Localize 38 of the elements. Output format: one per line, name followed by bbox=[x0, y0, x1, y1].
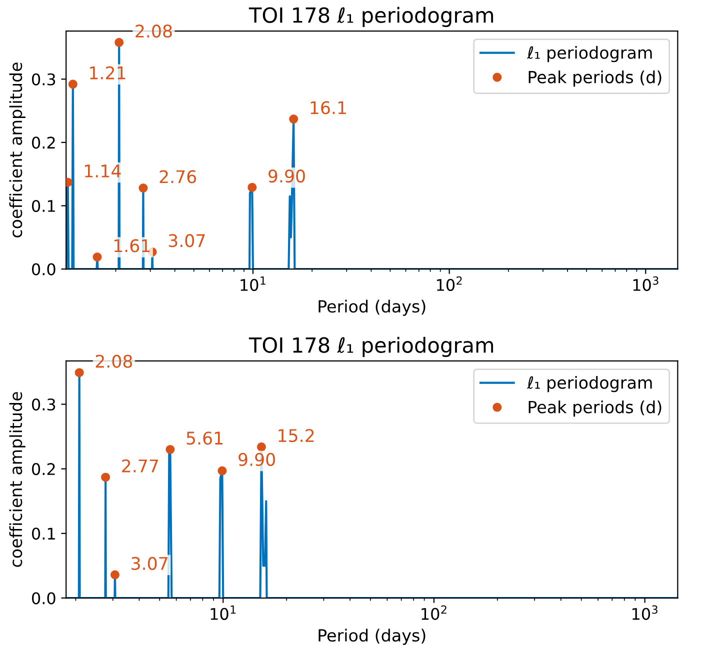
annotation: 15.2 bbox=[278, 428, 314, 442]
x-tick-label: 10$^{1}$ bbox=[210, 606, 236, 620]
y-axis-title: coefficient amplitude bbox=[9, 392, 26, 567]
x-tick-label: 10$^{2}$ bbox=[422, 605, 446, 620]
chart-title: TOI 178 ℓ₁ periodogram bbox=[248, 6, 494, 28]
annotation: 9.90 bbox=[238, 452, 275, 466]
y-tick-label: 0.0 bbox=[32, 263, 56, 276]
y-axis-title: coefficient amplitude bbox=[9, 62, 26, 238]
x-axis-title: Period (days) bbox=[318, 300, 426, 316]
x-tick-label: 10$^{2}$ bbox=[437, 276, 462, 291]
x-tick-label: 10$^{3}$ bbox=[632, 605, 658, 620]
y-tick-label: 0.1 bbox=[32, 528, 55, 540]
annotation: 1.14 bbox=[85, 164, 121, 178]
annotation: 1.21 bbox=[90, 66, 126, 80]
annotation: 3.07 bbox=[132, 556, 168, 570]
y-tick-label: 0.3 bbox=[32, 73, 56, 86]
annotation: 1.61 bbox=[114, 239, 150, 252]
y-tick-label: 0.2 bbox=[32, 463, 55, 476]
annotation: 5.61 bbox=[186, 432, 223, 445]
annotation: 3.07 bbox=[168, 234, 205, 248]
x-tick-label: 10$^{1}$ bbox=[240, 276, 266, 292]
y-tick-label: 0.3 bbox=[32, 398, 56, 411]
x-axis-title: Period (days) bbox=[318, 628, 426, 645]
annotation: 2.77 bbox=[122, 459, 158, 472]
annotation: 2.08 bbox=[96, 354, 132, 368]
x-tick-label: 10$^{3}$ bbox=[633, 276, 658, 291]
y-tick-label: 0.2 bbox=[32, 136, 55, 149]
y-tick-label: 0.0 bbox=[32, 592, 56, 604]
legend-label: Peak periods (d) bbox=[528, 400, 662, 417]
annotation: 9.90 bbox=[268, 169, 305, 183]
annotation: 2.08 bbox=[136, 24, 172, 38]
legend-label: Peak periods (d) bbox=[528, 70, 662, 87]
y-tick-label: 0.1 bbox=[32, 200, 55, 212]
annotation: 16.1 bbox=[310, 101, 346, 114]
legend-label: ℓ₁ periodogram bbox=[526, 376, 652, 392]
chart-title: TOI 178 ℓ₁ periodogram bbox=[248, 336, 494, 357]
legend-label: ℓ₁ periodogram bbox=[526, 46, 652, 62]
annotation: 2.76 bbox=[160, 170, 196, 184]
